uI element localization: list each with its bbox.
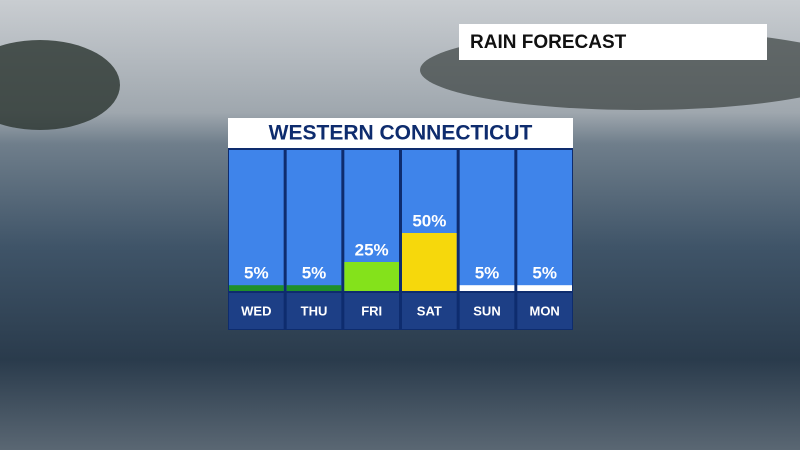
- chart-title: WESTERN CONNECTICUT: [269, 122, 533, 145]
- x-tick-label: THU: [301, 303, 328, 318]
- header: RAIN FORECAST: [470, 32, 627, 53]
- column-bg: [459, 150, 515, 291]
- x-tick-label: SUN: [473, 303, 500, 318]
- value-label: 5%: [475, 264, 500, 283]
- x-tick-label: MON: [529, 303, 559, 318]
- label-bg: [344, 293, 399, 329]
- title-box: [228, 118, 573, 148]
- value-label: 50%: [412, 211, 446, 230]
- column-bg: [286, 150, 342, 291]
- label-bg: [286, 293, 342, 329]
- label-bg: [229, 293, 284, 329]
- bar: [286, 285, 342, 291]
- panel: [228, 118, 573, 330]
- x-tick-label: FRI: [361, 303, 382, 318]
- bar: [229, 285, 284, 291]
- header-box: [459, 24, 767, 60]
- label-bg: [402, 293, 457, 329]
- label-bg: [459, 293, 515, 329]
- x-tick-label: SAT: [417, 303, 442, 318]
- column-bg: [229, 150, 284, 291]
- bar: [344, 262, 399, 291]
- value-label: 5%: [532, 264, 557, 283]
- value-label: 5%: [302, 264, 327, 283]
- bar: [459, 285, 515, 291]
- background-shore: [0, 40, 120, 130]
- label-bg: [517, 293, 572, 329]
- bar: [517, 285, 572, 291]
- x-tick-label: WED: [241, 303, 271, 318]
- bar: [402, 233, 457, 291]
- column-bg: [517, 150, 572, 291]
- value-label: 5%: [244, 264, 269, 283]
- value-label: 25%: [355, 240, 389, 259]
